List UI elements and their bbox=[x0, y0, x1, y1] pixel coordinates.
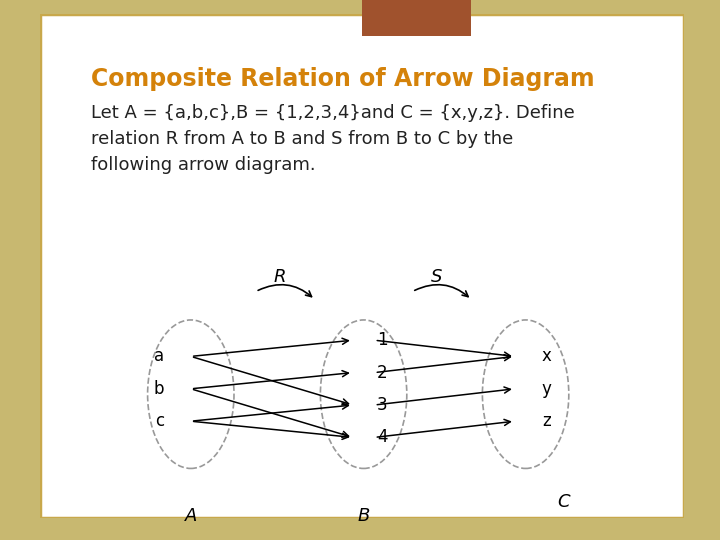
Text: C: C bbox=[557, 493, 570, 511]
Text: 1: 1 bbox=[377, 331, 388, 349]
Text: b: b bbox=[153, 380, 164, 398]
Text: B: B bbox=[357, 507, 370, 525]
Text: x: x bbox=[542, 347, 552, 366]
Text: a: a bbox=[153, 347, 164, 366]
Text: R: R bbox=[274, 268, 286, 286]
Text: S: S bbox=[431, 268, 442, 286]
Text: 4: 4 bbox=[377, 428, 387, 447]
Text: 2: 2 bbox=[377, 363, 388, 382]
Text: c: c bbox=[155, 412, 164, 430]
FancyBboxPatch shape bbox=[40, 14, 684, 518]
Text: Let A = {a,b,c},B = {1,2,3,4}and C = {x,y,z}. Define
relation R from A to B and : Let A = {a,b,c},B = {1,2,3,4}and C = {x,… bbox=[91, 104, 575, 174]
FancyBboxPatch shape bbox=[362, 0, 472, 36]
Text: y: y bbox=[542, 380, 552, 398]
Text: A: A bbox=[184, 507, 197, 525]
Text: Composite Relation of Arrow Diagram: Composite Relation of Arrow Diagram bbox=[91, 66, 595, 91]
Text: 3: 3 bbox=[377, 396, 388, 414]
Text: z: z bbox=[542, 412, 551, 430]
